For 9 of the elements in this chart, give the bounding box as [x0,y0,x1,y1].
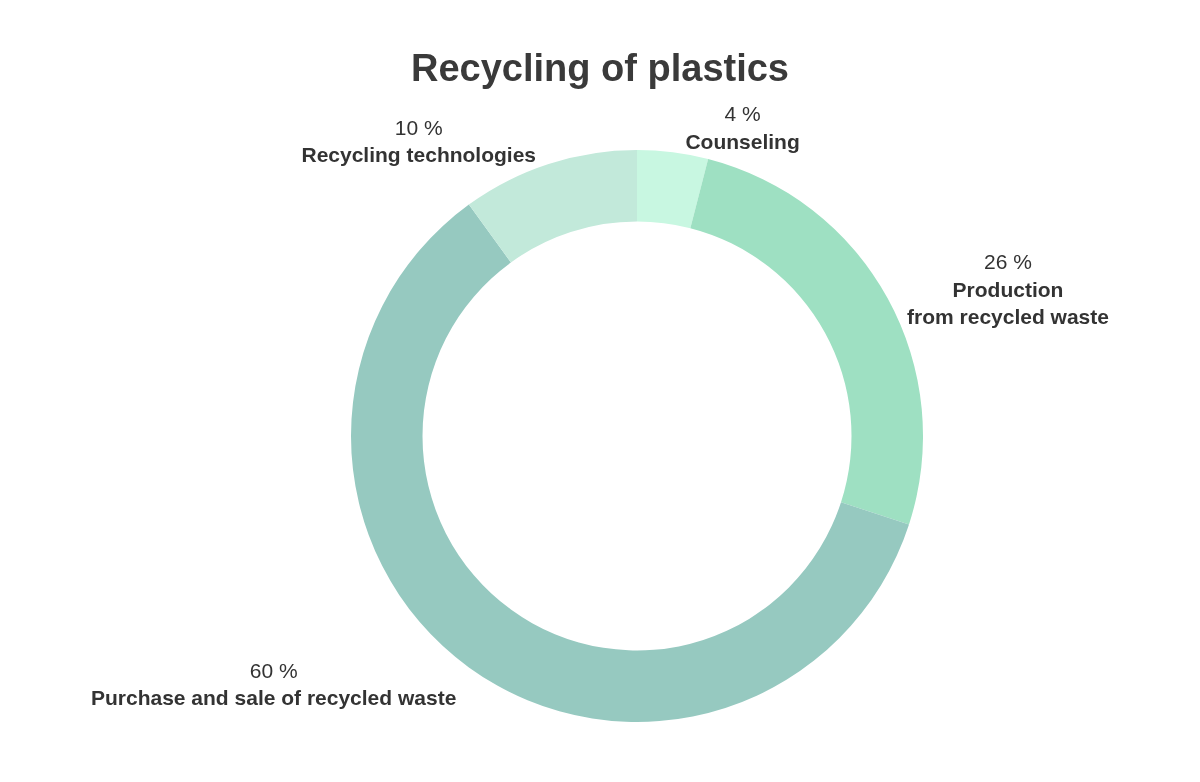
slice-label: Purchase and sale of recycled waste [90,685,457,709]
data-label: 60 % [249,658,298,682]
data-label: 10 % [394,116,443,140]
data-label: 4 % [724,102,761,126]
slice-label: Recycling technologies [301,143,537,167]
chart-title: Recycling of plastics [410,47,790,90]
data-label: 26 % [984,250,1032,274]
slice-label: Counseling [685,129,800,153]
slice-label: Production from recycled waste [907,277,1109,329]
